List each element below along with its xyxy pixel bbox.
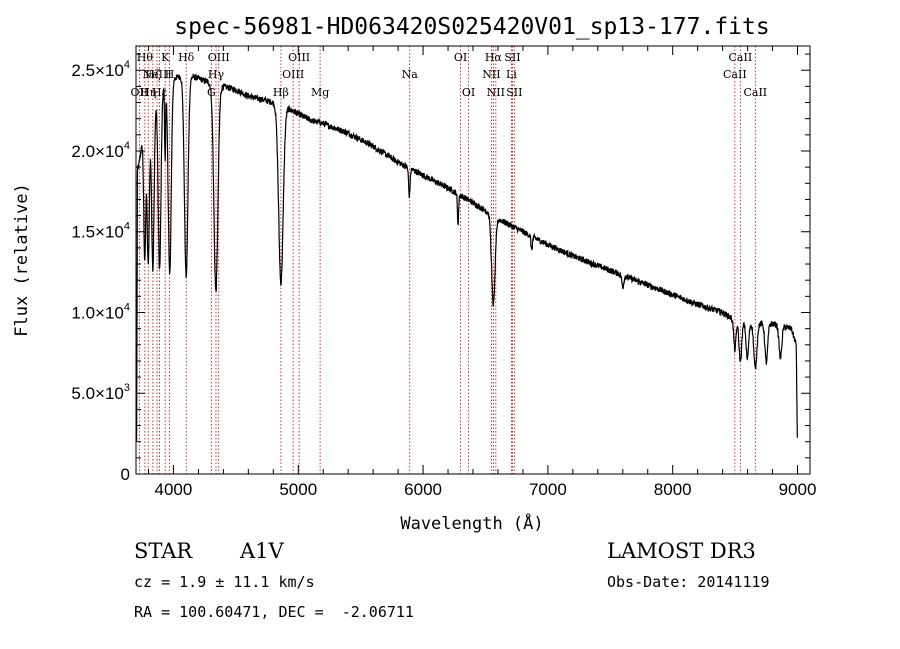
line-marker-label: Hα — [485, 51, 503, 64]
survey-name: LAMOST DR3 — [607, 539, 756, 563]
line-marker-label: Hε — [152, 86, 168, 99]
spectrum-line — [136, 73, 798, 442]
line-marker-label: K — [161, 51, 170, 64]
x-tick-label: 7000 — [529, 480, 567, 499]
spectrum-chart: spec-56981-HD063420S025420V01_sp13-177.f… — [12, 14, 817, 534]
line-marker-label: OI — [462, 86, 475, 99]
y-tick-label: 2.0×104 — [71, 140, 130, 161]
chart-title: spec-56981-HD063420S025420V01_sp13-177.f… — [174, 14, 769, 40]
line-markers — [138, 46, 756, 474]
y-axis-label: Flux (relative) — [12, 183, 32, 337]
line-marker-label: SII — [504, 51, 520, 64]
y-tick-label: 1.5×104 — [71, 221, 130, 242]
x-tick-label: 4000 — [155, 480, 193, 499]
line-marker-label: OIII — [282, 68, 304, 81]
line-marker-label: OIII — [208, 51, 230, 64]
x-tick-label: 5000 — [279, 480, 317, 499]
x-tick-label: 8000 — [654, 480, 692, 499]
line-marker-label: Hζ — [145, 68, 161, 81]
line-marker-label: Mg — [311, 86, 329, 99]
y-tick-label: 1.0×104 — [71, 301, 130, 322]
line-marker-label: SII — [506, 86, 522, 99]
x-axis-label: Wavelength (Å) — [400, 512, 543, 534]
line-marker-label: OIII — [288, 51, 310, 64]
line-marker-labels: OIIHθHηHζNeIIIHεKHHδGHγOIIIHβOIIIOIIIMgN… — [131, 51, 768, 99]
line-marker-label: H — [165, 68, 175, 81]
line-marker-label: Na — [402, 68, 419, 81]
line-marker-label: OII — [131, 86, 149, 99]
sky-coordinates: RA = 100.60471, DEC = -2.06711 — [134, 603, 414, 621]
y-tick-label: 0 — [121, 465, 130, 484]
line-marker-label: Li — [506, 68, 517, 81]
line-marker-label: NII — [487, 86, 505, 99]
x-tick-label: 6000 — [404, 480, 442, 499]
line-marker-label: CaII — [729, 51, 753, 64]
x-axis-ticks: 4000 5000 6000 7000 8000 9000 — [147, 46, 817, 499]
line-marker-label: NeIII — [143, 68, 172, 81]
line-marker-label: Hδ — [178, 51, 195, 64]
x-tick-label: 9000 — [779, 480, 817, 499]
line-marker-label: Hβ — [273, 86, 289, 99]
spectral-subclass: A1V — [240, 539, 284, 563]
line-marker-label: Hγ — [208, 68, 225, 81]
y-axis-ticks: 0 5.0×103 1.0×104 1.5×104 2.0×104 2.5×104 — [71, 53, 810, 484]
line-marker-label: NII — [482, 68, 500, 81]
redshift-velocity: cz = 1.9 ± 11.1 km/s — [134, 573, 315, 591]
observation-date: Obs-Date: 20141119 — [607, 573, 770, 591]
line-marker-label: CaII — [723, 68, 747, 81]
line-marker-label: OI — [454, 51, 467, 64]
plot-frame — [135, 45, 811, 475]
line-marker-label: Hη — [140, 86, 156, 99]
line-marker-label: Hθ — [137, 51, 154, 64]
object-class: STAR — [134, 539, 193, 563]
y-tick-label: 2.5×104 — [71, 59, 130, 80]
line-marker-label: CaII — [743, 86, 767, 99]
y-tick-label: 5.0×103 — [71, 382, 130, 403]
